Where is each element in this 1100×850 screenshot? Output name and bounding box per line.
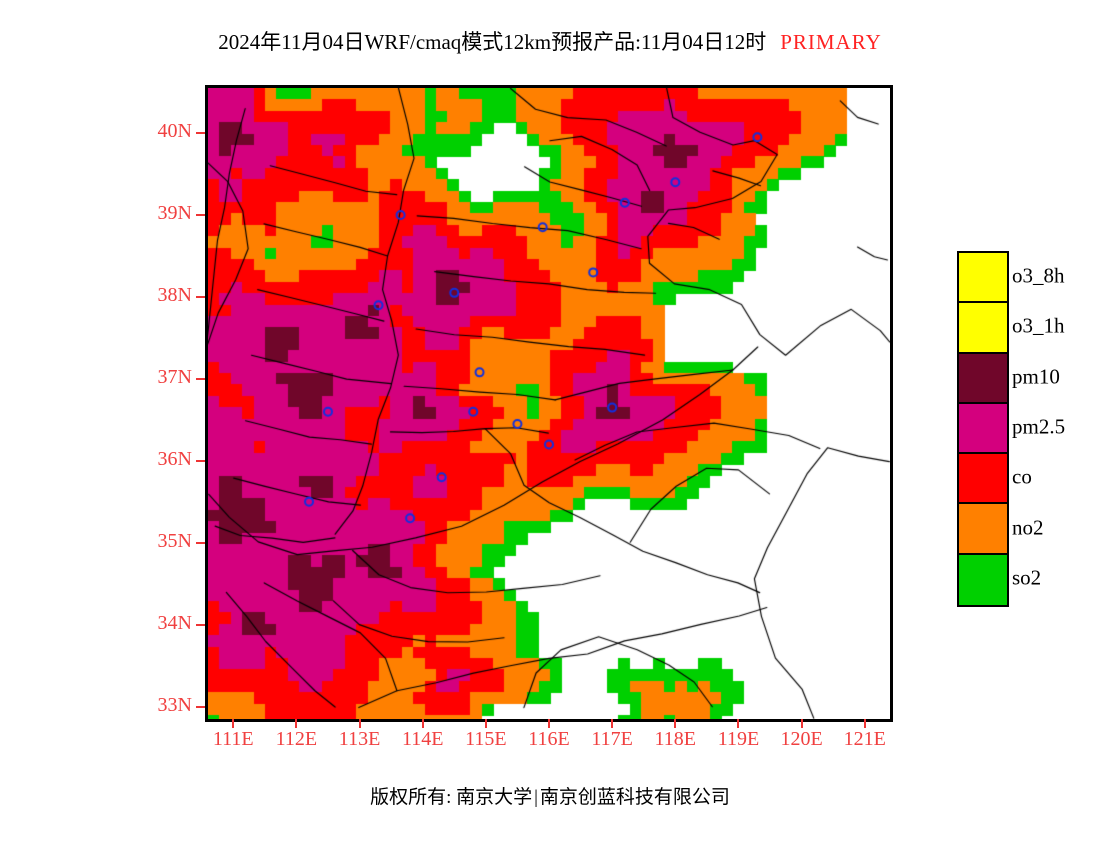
- map-plot-frame: [205, 85, 893, 722]
- x-axis-tick: [232, 719, 235, 728]
- x-axis-tick: [548, 719, 550, 728]
- legend-label-o3-8h: o3_8h: [1012, 263, 1065, 288]
- y-axis-tick: [196, 705, 205, 708]
- legend-swatch-no2: [959, 504, 1007, 555]
- x-axis-label-111E: 111E: [212, 728, 254, 750]
- legend-label-so2: so2: [1012, 565, 1042, 590]
- legend-swatch-o3-8h: [959, 253, 1007, 304]
- legend-swatch-o3-1h: [959, 303, 1007, 354]
- legend-swatch-pm10: [959, 353, 1007, 404]
- y-axis-tick: [196, 623, 205, 626]
- page-title: 2024年11月04日WRF/cmaq模式12km预报产品:11月04日12时 P…: [0, 26, 1100, 56]
- legend-swatch-so2: [959, 554, 1007, 605]
- legend-label-no2: no2: [1012, 515, 1044, 540]
- legend-swatch-pm2-5: [959, 403, 1007, 455]
- x-axis-label-112E: 112E: [275, 728, 318, 750]
- legend-label-pm10: pm10: [1012, 364, 1060, 389]
- y-axis-label-33N: 33N: [157, 693, 192, 716]
- legend-label-co: co: [1012, 464, 1032, 489]
- y-axis-tick: [196, 541, 205, 544]
- y-axis-tick: [196, 214, 205, 217]
- y-axis-label-37N: 37N: [157, 365, 192, 388]
- pollution-map-canvas: [208, 88, 890, 719]
- y-axis-tick: [196, 377, 205, 380]
- title-main-text: 2024年11月04日WRF/cmaq模式12km预报产品:11月04日12时: [218, 30, 767, 54]
- legend-label-pm2-5: pm2.5: [1012, 414, 1066, 439]
- copyright-footer: 版权所有: 南京大学 | 南京创蓝科技有限公司: [0, 782, 1100, 809]
- x-axis-label-116E: 116E: [528, 728, 570, 750]
- y-axis-label-36N: 36N: [157, 447, 192, 470]
- x-axis-label-119E: 119E: [717, 728, 760, 750]
- x-axis-tick: [737, 719, 740, 728]
- x-axis-tick: [863, 719, 866, 728]
- x-axis-tick: [295, 719, 298, 728]
- x-axis-tick: [611, 719, 614, 728]
- y-axis-label-38N: 38N: [157, 283, 192, 306]
- footer-left-text: 版权所有: 南京大学: [370, 787, 533, 808]
- y-axis-tick: [196, 459, 205, 462]
- x-axis-label-118E: 118E: [654, 728, 697, 750]
- y-axis-label-39N: 39N: [157, 202, 192, 225]
- x-axis-label-117E: 117E: [591, 728, 633, 750]
- title-primary-tag: PRIMARY: [780, 30, 882, 54]
- y-axis-label-34N: 34N: [157, 611, 192, 634]
- x-axis-tick: [800, 719, 803, 728]
- x-axis-label-121E: 121E: [843, 728, 886, 750]
- pollutant-legend-colorbar: [957, 251, 1009, 607]
- x-axis-label-114E: 114E: [401, 728, 444, 750]
- y-axis-label-40N: 40N: [157, 120, 192, 143]
- footer-right-text: 南京创蓝科技有限公司: [539, 787, 730, 808]
- x-axis-label-120E: 120E: [780, 728, 823, 750]
- footer-separator: |: [534, 787, 538, 808]
- x-axis-label-113E: 113E: [338, 728, 381, 750]
- x-axis-tick: [484, 719, 487, 728]
- legend-swatch-co: [959, 454, 1007, 505]
- y-axis-tick: [196, 132, 205, 135]
- x-axis-label-115E: 115E: [465, 728, 507, 750]
- x-axis-tick: [358, 719, 361, 728]
- legend-label-o3-1h: o3_1h: [1012, 313, 1065, 338]
- y-axis-tick: [196, 295, 205, 298]
- x-axis-tick: [421, 719, 424, 728]
- y-axis-label-35N: 35N: [157, 529, 192, 552]
- x-axis-tick: [674, 719, 677, 728]
